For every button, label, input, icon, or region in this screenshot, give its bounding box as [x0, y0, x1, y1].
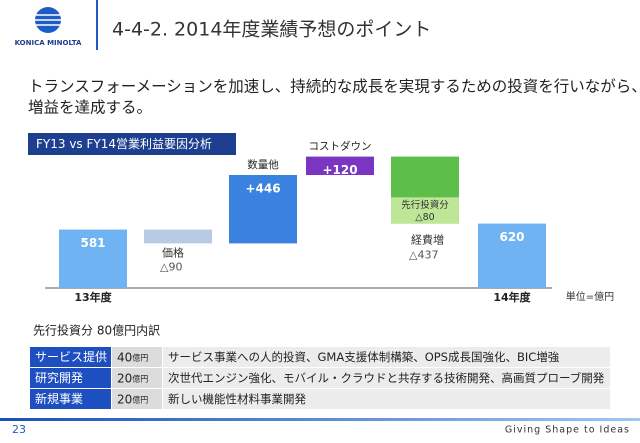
- headline-line: 増益を達成する。: [28, 99, 152, 117]
- page-number: 23: [12, 423, 26, 436]
- category-label: 14年度: [493, 290, 531, 304]
- amount-value: 40: [117, 350, 132, 364]
- bar: [144, 229, 212, 244]
- category-label: 価格: [162, 245, 184, 259]
- bar: [59, 229, 127, 288]
- detail: 新しい機能性材料事業開発: [168, 392, 306, 406]
- breakdown-bar: [391, 197, 459, 224]
- amount-unit: 億円: [132, 373, 148, 383]
- bar: [478, 223, 546, 288]
- headline-line: トランスフォーメーションを加速し、持続的な成長を実現するための投資を行いながら、: [28, 78, 640, 96]
- amount-value: 20: [117, 392, 132, 406]
- detail-cell: [163, 389, 610, 409]
- category-label: 数量他: [247, 158, 279, 171]
- category-label: 経費増: [411, 233, 444, 247]
- amount: 20億円: [117, 371, 148, 385]
- value-label: 581: [80, 236, 105, 250]
- value-label: △437: [409, 249, 438, 262]
- tagline: Giving Shape to Ideas: [505, 425, 630, 436]
- amount: 40億円: [117, 350, 148, 364]
- amount: 20億円: [117, 392, 148, 406]
- breakdown-value: △80: [415, 212, 434, 223]
- amount-unit: 億円: [132, 394, 148, 404]
- row-head-cell: [30, 347, 111, 367]
- slide-title: 4-4-2. 2014年度業績予想のポイント: [112, 19, 431, 41]
- amount-cell: [112, 389, 162, 409]
- row-head: 新規事業: [35, 391, 83, 406]
- value-label: +120: [322, 163, 357, 177]
- breakdown-label: 先行投資分: [401, 199, 449, 211]
- category-label: 13年度: [74, 290, 112, 304]
- logo: [35, 7, 61, 33]
- row-head-cell: [30, 368, 111, 388]
- logo-text: KONICA MINOLTA: [15, 39, 82, 47]
- amount-value: 20: [117, 371, 132, 385]
- bar: [306, 156, 374, 175]
- chart-title: FY13 vs FY14営業利益要因分析: [36, 137, 212, 151]
- detail-cell: [163, 368, 610, 388]
- footer-bar: [0, 418, 640, 421]
- amount-cell: [112, 368, 162, 388]
- bar: [229, 174, 297, 244]
- table-title: 先行投資分 80億円内訳: [33, 323, 160, 338]
- row-head-cell: [30, 389, 111, 409]
- amount-unit: 億円: [132, 352, 148, 362]
- detail-cell: [163, 347, 610, 367]
- amount-cell: [112, 347, 162, 367]
- value-label: +446: [245, 181, 280, 195]
- detail: サービス事業への人的投資、GMA支援体制構築、OPS成長国強化、BIC増強: [168, 350, 560, 364]
- detail: 次世代エンジン強化、モバイル・クラウドと共存する技術開発、高画質プローブ開発: [168, 371, 605, 385]
- value-label: 620: [499, 230, 524, 244]
- value-label: △90: [160, 260, 182, 273]
- unit-label: 単位=億円: [566, 290, 614, 303]
- category-label: コストダウン: [309, 140, 372, 153]
- row-head: 研究開発: [35, 370, 83, 385]
- row-head: サービス提供: [35, 349, 107, 364]
- chart-title-box: [28, 133, 236, 155]
